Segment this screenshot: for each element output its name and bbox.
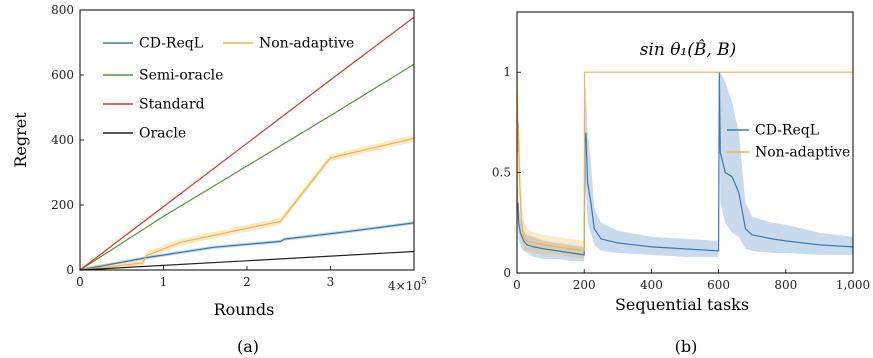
panel-a-band-non-adaptive	[80, 135, 414, 270]
panel-a-legend-label-cd-reql: CD-ReqL	[139, 36, 203, 52]
panel-b-x-tick-label: 800	[774, 278, 797, 292]
panel-b-caption: (b)	[675, 337, 698, 356]
panel-a-line-standard	[79, 16, 415, 271]
panel-a-legend-label-semi-oracle: Semi-oracle	[139, 68, 223, 84]
panel-a-x-tick-label: 1	[160, 275, 168, 289]
panel-a-line-non-adaptive	[79, 137, 415, 271]
panel-a-y-tick-label: 600	[51, 68, 74, 82]
panel-a-x-scale-label: 4×105	[388, 277, 427, 293]
panel-a-regret-chart: 0 1 2 3 0 200 400 600 800 4×105 Rounds Regret C…	[11, 3, 427, 356]
panel-a-series-lines	[79, 16, 415, 271]
panel-a-x-tick-label: 0	[76, 275, 84, 289]
panel-b-band-non-adaptive	[517, 72, 853, 259]
panel-b-series-lines	[516, 71, 854, 256]
panel-a-y-ticks: 0 200 400 600 800	[51, 3, 84, 277]
panel-a-line-semi-oracle	[79, 63, 415, 271]
panel-a-y-tick-label: 400	[51, 133, 74, 147]
panel-a-x-tick-label: 2	[243, 275, 251, 289]
panel-b-x-axis-label: Sequential tasks	[615, 295, 749, 314]
panel-b-y-tick-label: 1	[503, 65, 511, 79]
panel-b-band-cd-reql	[517, 72, 853, 261]
panel-a-y-tick-label: 800	[51, 3, 74, 17]
panel-a-y-axis-label: Regret	[11, 112, 30, 168]
panel-b-y-tick-label: 0.5	[492, 166, 511, 180]
panel-b-x-tick-label: 600	[707, 278, 730, 292]
panel-a-line-cd-reql	[79, 222, 415, 271]
panel-b-legend: CD-ReqL Non-adaptive	[727, 123, 850, 161]
panel-a-legend-label-oracle: Oracle	[139, 126, 186, 142]
panel-a-caption: (a)	[237, 337, 259, 356]
panel-a-y-tick-label: 200	[51, 198, 74, 212]
panel-b-y-tick-label: 0	[503, 266, 511, 280]
panel-a-y-tick-label: 0	[66, 263, 74, 277]
panel-b-title: sin θ₁(B̂, B)	[640, 40, 737, 60]
panel-a-x-axis-label: Rounds	[214, 300, 275, 319]
panel-a-legend-label-non-adaptive: Non-adaptive	[259, 36, 354, 52]
panel-b-bands	[517, 72, 853, 261]
panel-a-line-oracle	[79, 250, 415, 271]
panel-a-legend-label-standard: Standard	[139, 97, 205, 113]
panel-b-y-ticks: 00.51	[492, 65, 521, 280]
panel-b-x-tick-label: 0	[513, 278, 521, 292]
panel-a-legend: CD-ReqL Non-adaptive Semi-oracle Standard Or…	[103, 36, 354, 142]
panel-b-x-tick-label: 1,000	[836, 278, 870, 292]
panel-a-bands	[80, 135, 414, 270]
panel-b-x-tick-label: 400	[640, 278, 663, 292]
panel-b-line-cd-reql	[516, 72, 854, 256]
panel-b-x-tick-label: 200	[573, 278, 596, 292]
panel-b-angle-chart: 0 200 400 600 800 1,000 00.51 sin θ₁(B̂, B) S…	[492, 11, 870, 356]
panel-a-x-ticks: 0 1 2 3	[76, 266, 334, 289]
panel-a-x-tick-label: 3	[327, 275, 335, 289]
panel-b-axes-frame	[516, 11, 854, 274]
panel-b-legend-label-non-adaptive: Non-adaptive	[755, 145, 850, 161]
panel-b-line-non-adaptive	[516, 71, 853, 252]
panel-b-legend-label-cd-reql: CD-ReqL	[755, 123, 819, 139]
panel-b-x-ticks: 0 200 400 600 800 1,000	[513, 269, 870, 292]
